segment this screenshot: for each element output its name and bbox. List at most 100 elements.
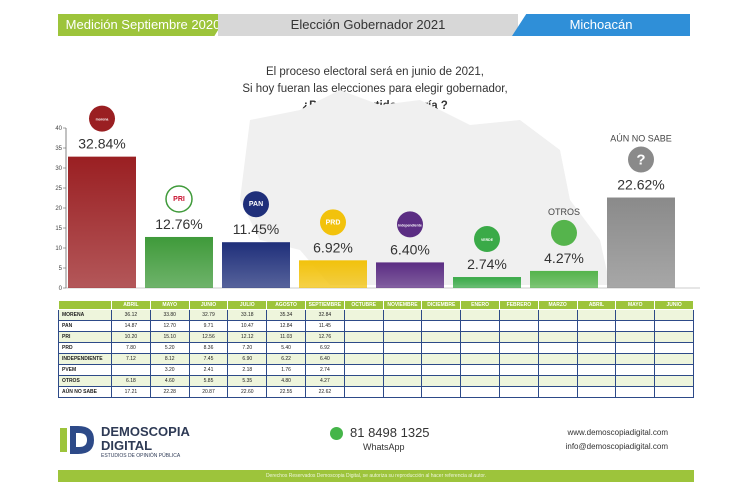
table-cell: 11.03 — [266, 331, 306, 343]
table-row: AÚN NO SABE 17.21 22.28 20.87 22.60 22.55 22.6… — [58, 386, 694, 398]
value-label: 6.92% — [313, 239, 353, 255]
table-cell: 35.34 — [266, 309, 306, 321]
table-cell — [576, 386, 617, 398]
table-cell — [343, 331, 384, 343]
table-cell — [654, 331, 694, 343]
table-cell: 4.27 — [304, 375, 345, 387]
table-cell: 20.87 — [188, 386, 229, 398]
table-cell: 10.47 — [227, 320, 268, 332]
table-cell — [382, 309, 423, 321]
table-cell — [615, 386, 656, 398]
table-column-header: NOVIEMBRE — [382, 300, 423, 310]
table-cell — [421, 364, 462, 376]
table-cell: 15.10 — [149, 331, 190, 343]
historical-table: ABRIL MAYO JUNIO JULIO AGOSTO SEPTIEMBRE OCTUB… — [58, 300, 694, 398]
independiente-logo-icon — [397, 211, 423, 238]
user-icon — [551, 219, 577, 246]
table-cell: 22.28 — [149, 386, 190, 398]
table-cell: 22.55 — [266, 386, 306, 398]
table-cell: 17.21 — [111, 386, 151, 398]
icon-text: PRD — [326, 219, 341, 226]
table-cell — [576, 364, 617, 376]
table-column-header: DICIEMBRE — [421, 300, 462, 310]
table-cell — [111, 364, 151, 376]
y-tick-label: 35 — [55, 146, 62, 152]
table-cell — [537, 375, 578, 387]
prd-logo-icon — [320, 209, 346, 236]
row-label: PAN — [58, 320, 112, 332]
table-cell: 33.80 — [149, 309, 190, 321]
table-cell — [615, 364, 656, 376]
bar-title: OTROS — [548, 207, 580, 217]
table-cell — [654, 320, 694, 332]
table-cell — [615, 320, 656, 332]
question-line-2: Si hoy fueran las elecciones para elegir… — [242, 83, 508, 95]
bar-pvem — [453, 277, 521, 288]
table-column-header — [58, 300, 112, 310]
phone-number: 81 8498 1325 — [350, 425, 430, 440]
table-cell — [576, 309, 617, 321]
table-cell: 7.12 — [111, 353, 151, 365]
table-cell — [615, 309, 656, 321]
table-cell — [498, 331, 539, 343]
table-cell: 22.60 — [227, 386, 268, 398]
table-row: PVEM 3.20 2.41 2.18 1.76 2.74 — [58, 364, 694, 376]
table-cell: 2.18 — [227, 364, 268, 376]
table-cell — [382, 320, 423, 332]
bar-otros — [530, 270, 598, 288]
table-cell: 7.20 — [227, 342, 268, 354]
website-link[interactable]: www.demoscopiadigital.com — [567, 428, 669, 437]
brand-name-2: DIGITAL — [101, 438, 153, 453]
y-tick-label: 5 — [59, 266, 63, 272]
value-label: 22.62% — [617, 177, 664, 193]
row-label: MORENA — [58, 309, 112, 321]
table-cell — [537, 309, 578, 321]
table-cell — [498, 386, 539, 398]
table-cell: 8.12 — [149, 353, 190, 365]
brand-tagline: ESTUDIOS DE OPINIÓN PÚBLICA — [101, 453, 181, 459]
table-cell — [421, 309, 462, 321]
table-cell: 5.20 — [149, 342, 190, 354]
email-link[interactable]: info@demoscopiadigital.com — [565, 442, 668, 451]
pvem-logo-icon — [474, 226, 500, 253]
table-cell — [343, 375, 384, 387]
table-cell — [654, 386, 694, 398]
table-cell — [498, 342, 539, 354]
table-cell — [382, 386, 423, 398]
table-column-header: JUNIO — [654, 300, 694, 310]
table-cell: 12.76 — [304, 331, 345, 343]
table-header-row: ABRIL MAYO JUNIO JULIO AGOSTO SEPTIEMBRE OCTUB… — [58, 300, 694, 310]
y-tick-label: 20 — [55, 206, 62, 212]
header-title: Elección Gobernador 2021 — [218, 14, 518, 36]
question-icon — [628, 146, 654, 173]
table-cell: 7.80 — [111, 342, 151, 354]
table-cell — [382, 331, 423, 343]
bar-chart: 0 5 10 15 20 25 30 35 40 32.84% morena 12.76% PRI 11.… — [55, 90, 700, 292]
table-column-header: ABRIL — [576, 300, 617, 310]
table-cell — [654, 375, 694, 387]
table-cell — [615, 331, 656, 343]
table-cell: 36.12 — [111, 309, 151, 321]
table-cell: 11.45 — [304, 320, 345, 332]
bar-pan — [222, 242, 290, 288]
bar-prd — [299, 260, 367, 288]
bar-pri — [145, 236, 213, 288]
demoscopia-logo-icon — [60, 426, 94, 454]
table-cell: 7.45 — [188, 353, 229, 365]
table-cell — [537, 342, 578, 354]
y-tick-label: 10 — [55, 246, 62, 252]
table-cell: 5.40 — [266, 342, 306, 354]
icon-text: VERDE — [481, 238, 494, 242]
icon-text: PRI — [173, 196, 185, 203]
pri-logo-icon — [165, 185, 193, 213]
bar-title: AÚN NO SABE — [610, 134, 672, 144]
whatsapp-label: WhatsApp — [363, 442, 405, 452]
table-cell — [343, 386, 384, 398]
table-cell — [460, 342, 500, 354]
table-cell: 32.84 — [304, 309, 345, 321]
table-cell — [537, 331, 578, 343]
row-label: PRI — [58, 331, 112, 343]
row-label: INDEPENDIENTE — [58, 353, 112, 365]
table-cell — [654, 364, 694, 376]
table-column-header: MARZO — [537, 300, 578, 310]
